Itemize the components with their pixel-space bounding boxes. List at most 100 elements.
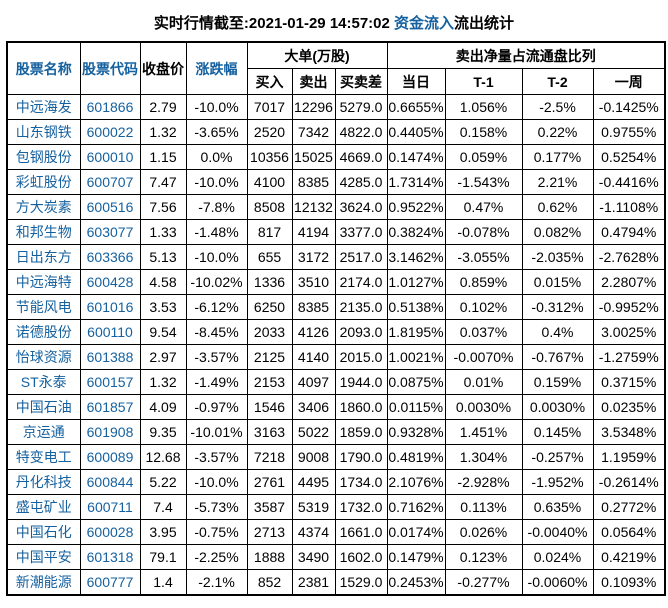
cell-change-pct: -3.57% — [185, 344, 248, 370]
cell-buy-sell-diff: 1602.0 — [334, 544, 388, 570]
cell-stock-name[interactable]: 中国石化 — [6, 519, 81, 545]
cell-buy-sell-diff: 1859.0 — [334, 419, 388, 445]
cell-change-pct: -1.49% — [185, 369, 248, 395]
cell-stock-name[interactable]: 丹化科技 — [6, 469, 81, 495]
cell-pct-day: 0.0174% — [386, 519, 446, 545]
cell-stock-code[interactable]: 601016 — [79, 294, 141, 320]
cell-pct-week: 0.0235% — [592, 394, 666, 420]
cell-pct-week: 0.4219% — [592, 544, 666, 570]
cell-pct-t2: -0.257% — [521, 444, 594, 470]
cell-buy-sell-diff: 2174.0 — [334, 269, 388, 295]
cell-sell: 9008 — [291, 444, 336, 470]
cell-change-pct: -0.97% — [185, 394, 248, 420]
cell-stock-code[interactable]: 600777 — [79, 569, 141, 596]
cell-stock-code[interactable]: 600022 — [79, 119, 141, 145]
cell-stock-name[interactable]: 方大炭素 — [6, 194, 81, 220]
cell-change-pct: -2.25% — [185, 544, 248, 570]
cell-stock-name[interactable]: 京运通 — [6, 419, 81, 445]
cell-stock-code[interactable]: 600428 — [79, 269, 141, 295]
cell-change-pct: -7.8% — [185, 194, 248, 220]
cell-stock-code[interactable]: 601908 — [79, 419, 141, 445]
table-header: 股票名称 股票代码 收盘价 涨跌幅 大单(万股) 卖出净量占流通盘比列 买入 卖… — [6, 41, 666, 95]
cell-stock-code[interactable]: 600844 — [79, 469, 141, 495]
cell-close-price: 2.97 — [139, 344, 187, 370]
cell-stock-name[interactable]: 中远海发 — [6, 94, 81, 120]
table-row: 和邦生物 603077 1.33 -1.48% 817 4194 3377.0 0.3824%… — [6, 219, 666, 245]
cell-pct-week: 0.2772% — [592, 494, 666, 520]
cell-stock-name[interactable]: 彩虹股份 — [6, 169, 81, 195]
cell-stock-code[interactable]: 601857 — [79, 394, 141, 420]
cell-buy: 1888 — [246, 544, 293, 570]
cell-sell: 5319 — [291, 494, 336, 520]
cell-pct-t2: 0.082% — [521, 219, 594, 245]
cell-stock-name[interactable]: 中国平安 — [6, 544, 81, 570]
cell-close-price: 3.53 — [139, 294, 187, 320]
cell-buy-sell-diff: 5279.0 — [334, 94, 388, 120]
cell-sell: 12296 — [291, 94, 336, 120]
cell-buy: 2713 — [246, 519, 293, 545]
cell-stock-name[interactable]: 中国石油 — [6, 394, 81, 420]
cell-pct-day: 1.8195% — [386, 319, 446, 345]
cell-stock-name[interactable]: 山东钢铁 — [6, 119, 81, 145]
cell-pct-t1: 0.859% — [444, 269, 523, 295]
header-stock-code[interactable]: 股票代码 — [79, 41, 141, 95]
cell-pct-t2: -2.5% — [521, 94, 594, 120]
cell-sell: 4126 — [291, 319, 336, 345]
header-close-price: 收盘价 — [139, 41, 187, 95]
cell-pct-t2: -0.0040% — [521, 519, 594, 545]
table-row: 诺德股份 600110 9.54 -8.45% 2033 4126 2093.0 1.8195… — [6, 319, 666, 345]
cell-stock-code[interactable]: 600110 — [79, 319, 141, 345]
table-row: 中国石油 601857 4.09 -0.97% 1546 3406 1860.0 0.0115… — [6, 394, 666, 420]
cell-stock-name[interactable]: 新潮能源 — [6, 569, 81, 596]
cell-stock-name[interactable]: 节能风电 — [6, 294, 81, 320]
cell-pct-day: 1.0021% — [386, 344, 446, 370]
cell-stock-code[interactable]: 603366 — [79, 244, 141, 270]
cell-close-price: 5.22 — [139, 469, 187, 495]
header-day: 当日 — [386, 68, 446, 95]
cell-buy: 817 — [246, 219, 293, 245]
cell-stock-code[interactable]: 600010 — [79, 144, 141, 170]
cell-pct-t1: 0.102% — [444, 294, 523, 320]
cell-close-price: 3.95 — [139, 519, 187, 545]
cell-buy: 10356 — [246, 144, 293, 170]
cell-stock-name[interactable]: 包钢股份 — [6, 144, 81, 170]
cell-stock-code[interactable]: 601866 — [79, 94, 141, 120]
cell-stock-code[interactable]: 601318 — [79, 544, 141, 570]
cell-stock-name[interactable]: 中远海特 — [6, 269, 81, 295]
cell-stock-name[interactable]: ST永泰 — [6, 369, 81, 395]
cell-pct-t1: 1.304% — [444, 444, 523, 470]
cell-close-price: 1.32 — [139, 369, 187, 395]
cell-pct-day: 0.9328% — [386, 419, 446, 445]
cell-pct-t2: -1.952% — [521, 469, 594, 495]
header-buy-sell-diff: 买卖差 — [334, 68, 388, 95]
cell-buy: 1546 — [246, 394, 293, 420]
cell-stock-code[interactable]: 600711 — [79, 494, 141, 520]
cell-change-pct: -10.01% — [185, 419, 248, 445]
cell-pct-t2: 0.635% — [521, 494, 594, 520]
cell-stock-name[interactable]: 和邦生物 — [6, 219, 81, 245]
cell-stock-code[interactable]: 603077 — [79, 219, 141, 245]
cell-pct-t2: 0.015% — [521, 269, 594, 295]
capital-inflow-link[interactable]: 资金流入 — [394, 15, 455, 32]
cell-stock-code[interactable]: 600157 — [79, 369, 141, 395]
cell-change-pct: -10.0% — [185, 244, 248, 270]
header-change-pct[interactable]: 涨跌幅 — [185, 41, 248, 95]
header-t2: T-2 — [521, 68, 594, 95]
cell-pct-day: 0.1479% — [386, 544, 446, 570]
cell-stock-name[interactable]: 盛屯矿业 — [6, 494, 81, 520]
cell-stock-code[interactable]: 600028 — [79, 519, 141, 545]
cell-stock-code[interactable]: 601388 — [79, 344, 141, 370]
title-suffix-text: 流出统计 — [454, 15, 515, 32]
cell-buy: 7017 — [246, 94, 293, 120]
cell-buy: 1336 — [246, 269, 293, 295]
table-row: 中远海发 601866 2.79 -10.0% 7017 12296 5279.0 0.665… — [6, 94, 666, 120]
cell-stock-name[interactable]: 怡球资源 — [6, 344, 81, 370]
cell-stock-code[interactable]: 600089 — [79, 444, 141, 470]
cell-stock-name[interactable]: 日出东方 — [6, 244, 81, 270]
cell-stock-code[interactable]: 600516 — [79, 194, 141, 220]
header-stock-name[interactable]: 股票名称 — [6, 41, 81, 95]
cell-pct-week: 3.5348% — [592, 419, 666, 445]
cell-stock-name[interactable]: 诺德股份 — [6, 319, 81, 345]
cell-stock-name[interactable]: 特变电工 — [6, 444, 81, 470]
cell-stock-code[interactable]: 600707 — [79, 169, 141, 195]
